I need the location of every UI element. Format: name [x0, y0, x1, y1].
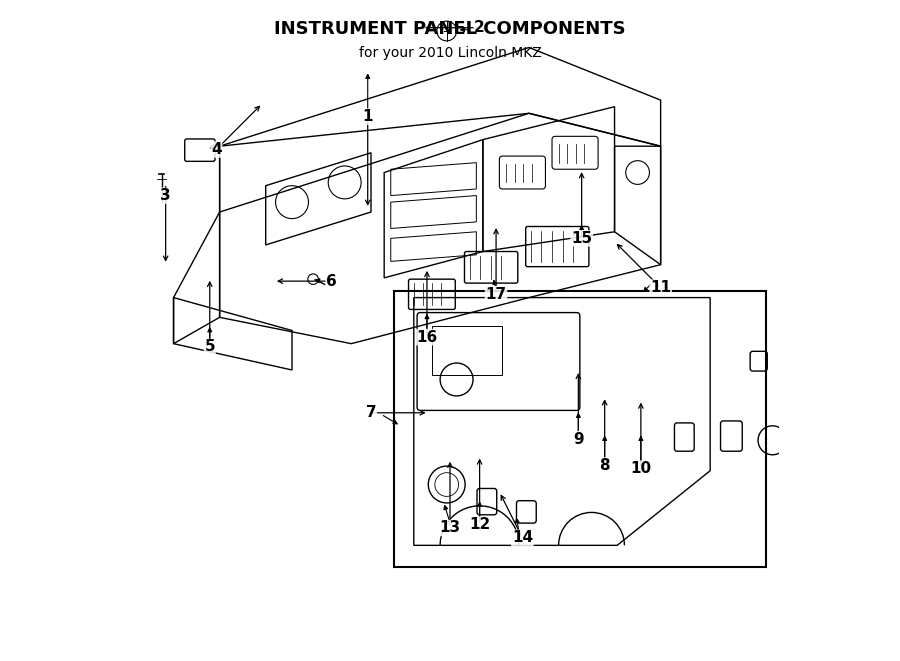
Text: 7: 7	[365, 405, 376, 420]
Bar	[394, 291, 766, 567]
Text: 1: 1	[363, 109, 373, 124]
Text: 12: 12	[469, 517, 491, 532]
Text: 17: 17	[485, 287, 507, 302]
Text: for your 2010 Lincoln MKZ: for your 2010 Lincoln MKZ	[358, 46, 542, 60]
Text: 11: 11	[650, 280, 671, 295]
Text: 3: 3	[160, 188, 171, 203]
Text: 6: 6	[326, 274, 337, 289]
Text: INSTRUMENT PANEL COMPONENTS: INSTRUMENT PANEL COMPONENTS	[274, 20, 626, 38]
Text: 5: 5	[204, 340, 215, 354]
Text: 9: 9	[573, 432, 584, 447]
Text: 8: 8	[599, 458, 610, 473]
Text: 10: 10	[630, 461, 652, 476]
Text: 16: 16	[417, 330, 437, 344]
Text: 13: 13	[439, 520, 461, 535]
Text: 14: 14	[512, 530, 533, 545]
Text: 4: 4	[211, 142, 221, 157]
Text: 15: 15	[572, 231, 592, 246]
Text: 2: 2	[474, 20, 485, 35]
